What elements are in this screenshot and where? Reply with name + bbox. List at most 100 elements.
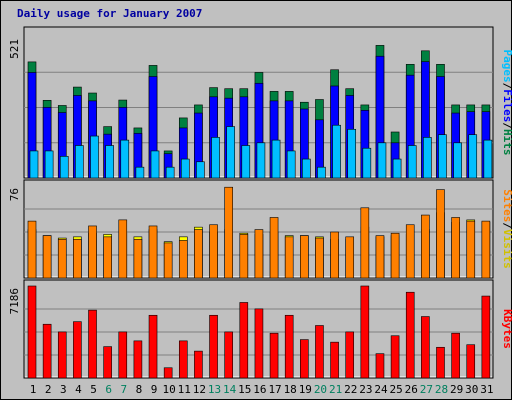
bar-kbytes-9 — [148, 314, 158, 379]
day-label-31: 31 — [480, 383, 493, 396]
day-label-16: 16 — [253, 383, 266, 396]
bar-sites-18 — [284, 236, 294, 279]
legend-item: KBytes — [501, 309, 512, 349]
day-label-7: 7 — [120, 383, 127, 396]
bar-pages-10 — [165, 166, 175, 179]
bar-pages-20 — [317, 166, 326, 179]
day-label-25: 25 — [389, 383, 402, 396]
y-max-label-kbytes: 7186 — [8, 288, 21, 315]
day-label-15: 15 — [238, 383, 251, 396]
legend-item: Hits — [501, 129, 512, 156]
legend-sites-visits: Sites/Visits — [501, 189, 512, 269]
bar-sites-27 — [421, 214, 430, 279]
chart-title: Daily usage for January 2007 — [17, 7, 202, 20]
bar-pages-24 — [377, 142, 387, 179]
chart-panels: 521Pages/Files/Hits76Sites/Visits7186KBy… — [8, 26, 512, 379]
day-label-22: 22 — [344, 383, 357, 396]
bar-sites-4 — [73, 238, 82, 279]
bar-pages-6 — [105, 145, 114, 179]
bar-pages-17 — [271, 139, 281, 179]
bar-pages-9 — [150, 150, 160, 179]
bar-pages-27 — [423, 137, 432, 179]
bar-kbytes-26 — [405, 291, 415, 379]
bar-sites-25 — [390, 232, 400, 279]
bar-sites-19 — [300, 235, 309, 279]
day-label-6: 6 — [105, 383, 112, 396]
bar-kbytes-4 — [73, 321, 82, 379]
bar-kbytes-15 — [239, 302, 249, 379]
legend-pages-files-hits: Pages/Files/Hits — [501, 50, 512, 156]
bar-kbytes-8 — [133, 340, 143, 379]
bar-kbytes-17 — [269, 332, 279, 379]
day-label-1: 1 — [30, 383, 37, 396]
day-label-2: 2 — [45, 383, 52, 396]
bar-pages-28 — [438, 134, 447, 179]
bar-pages-23 — [362, 147, 372, 179]
day-label-12: 12 — [193, 383, 206, 396]
day-label-13: 13 — [208, 383, 221, 396]
legend-item: Sites — [501, 189, 512, 222]
bar-kbytes-11 — [178, 340, 188, 379]
legend-item: / — [501, 222, 512, 229]
bar-kbytes-7 — [118, 331, 128, 379]
bar-kbytes-3 — [57, 331, 67, 379]
day-label-5: 5 — [90, 383, 97, 396]
bar-sites-15 — [239, 234, 249, 279]
bar-kbytes-13 — [209, 314, 218, 379]
bar-kbytes-12 — [194, 350, 203, 379]
bar-pages-15 — [241, 145, 251, 179]
bar-sites-21 — [330, 231, 339, 279]
bar-sites-20 — [315, 237, 324, 279]
bar-kbytes-31 — [481, 295, 491, 379]
legend-item: / — [501, 83, 512, 90]
bar-kbytes-1 — [27, 285, 37, 379]
bar-sites-7 — [118, 219, 128, 279]
bar-sites-10 — [163, 242, 173, 279]
day-label-9: 9 — [151, 383, 158, 396]
bar-pages-12 — [196, 161, 205, 179]
bar-pages-22 — [347, 128, 357, 179]
bar-kbytes-6 — [103, 346, 112, 379]
bar-sites-5 — [88, 225, 97, 279]
day-label-20: 20 — [314, 383, 327, 396]
bar-sites-29 — [451, 217, 460, 279]
bar-sites-14 — [224, 186, 233, 279]
bar-sites-23 — [360, 207, 370, 279]
bar-pages-30 — [468, 134, 478, 179]
bar-pages-4 — [75, 145, 84, 179]
bar-pages-29 — [453, 142, 462, 179]
bar-sites-2 — [42, 235, 52, 279]
bar-sites-30 — [466, 220, 476, 279]
bar-kbytes-5 — [88, 309, 97, 379]
day-label-18: 18 — [284, 383, 297, 396]
bar-pages-5 — [90, 135, 99, 179]
bar-sites-6 — [103, 236, 112, 279]
x-axis-day-labels: 1 2 3 4 5 6 7 8 9 10 11 12 13 14 15 16 17 18 19 20 21 22 23 24 2… — [30, 383, 494, 396]
bar-kbytes-18 — [284, 314, 294, 379]
bar-pages-18 — [286, 150, 296, 179]
bar-kbytes-20 — [315, 325, 324, 379]
bar-pages-3 — [59, 156, 69, 179]
bar-pages-16 — [256, 142, 266, 179]
bar-pages-25 — [392, 158, 402, 179]
panel-sites-visits: 76 Sites/Visits — [8, 179, 512, 279]
bar-sites-13 — [209, 224, 218, 279]
bar-sites-12 — [194, 229, 203, 279]
bar-pages-2 — [44, 150, 54, 179]
bar-pages-21 — [332, 124, 341, 179]
day-label-3: 3 — [60, 383, 67, 396]
bar-sites-22 — [345, 236, 355, 279]
bar-pages-19 — [302, 158, 311, 179]
y-max-label-sites-visits: 76 — [8, 188, 21, 201]
day-label-4: 4 — [75, 383, 82, 396]
panel-kbytes: 7186 KBytes — [8, 279, 512, 379]
day-label-19: 19 — [299, 383, 312, 396]
day-label-11: 11 — [178, 383, 191, 396]
bar-pages-14 — [226, 126, 235, 179]
bar-kbytes-2 — [42, 323, 52, 379]
bar-sites-16 — [254, 229, 264, 279]
bar-pages-8 — [135, 166, 145, 179]
